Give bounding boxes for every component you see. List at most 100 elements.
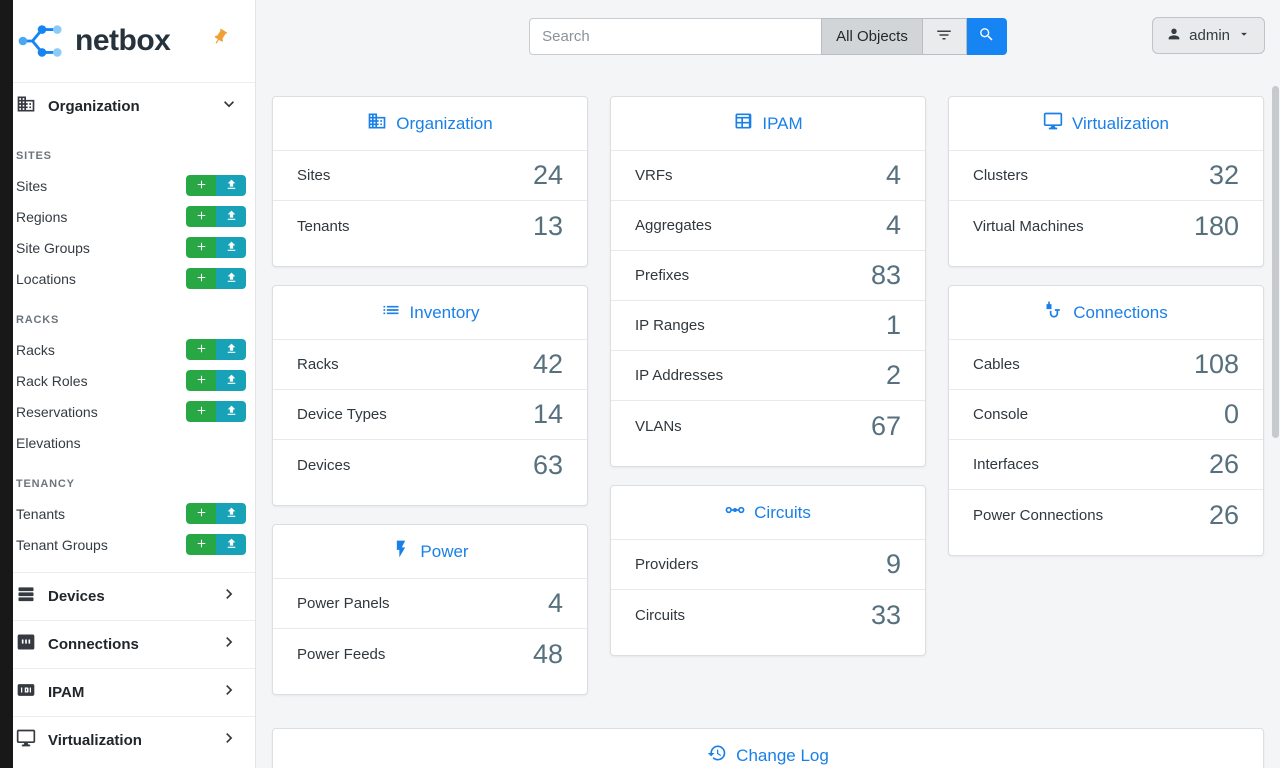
import-button[interactable] — [216, 206, 246, 227]
import-button[interactable] — [216, 370, 246, 391]
stat-row-clusters[interactable]: Clusters 32 — [949, 151, 1263, 201]
stat-row-ip-ranges[interactable]: IP Ranges 1 — [611, 301, 925, 351]
sidebar-item-site-groups[interactable]: Site Groups — [0, 232, 255, 263]
sidebar-item-tenant-groups[interactable]: Tenant Groups — [0, 529, 255, 560]
scrollbar-thumb[interactable] — [1272, 86, 1279, 438]
import-button[interactable] — [216, 401, 246, 422]
card-header[interactable]: Power — [273, 525, 587, 579]
card-header[interactable]: Change Log — [273, 729, 1263, 768]
filter-button[interactable] — [922, 17, 967, 55]
sidebar-item-label[interactable]: Tenant Groups — [16, 536, 108, 553]
stat-label: Circuits — [635, 606, 686, 624]
sidebar-section-devices[interactable]: Devices — [0, 572, 255, 620]
sidebar-item-label[interactable]: Sites — [16, 177, 48, 194]
stat-row-virtual-machines[interactable]: Virtual Machines 180 — [949, 201, 1263, 251]
sidebar-item-locations[interactable]: Locations — [0, 263, 255, 294]
import-button[interactable] — [216, 268, 246, 289]
item-button-group — [186, 503, 246, 524]
sidebar-group-heading: SITES — [16, 150, 52, 162]
stat-row-providers[interactable]: Providers 9 — [611, 540, 925, 590]
sidebar-section-organization[interactable]: Organization — [0, 82, 255, 130]
stat-row-power-feeds[interactable]: Power Feeds 48 — [273, 629, 587, 679]
stat-row-console[interactable]: Console 0 — [949, 390, 1263, 440]
sidebar-item-sites[interactable]: Sites — [0, 170, 255, 201]
card-header[interactable]: IPAM — [611, 97, 925, 151]
sidebar-item-label[interactable]: Site Groups — [16, 239, 90, 256]
sidebar-section-virtualization[interactable]: Virtualization — [0, 716, 255, 764]
chevron-right-icon — [219, 728, 239, 753]
import-button[interactable] — [216, 339, 246, 360]
card-title[interactable]: Change Log — [736, 745, 829, 765]
sidebar-item-label[interactable]: Rack Roles — [16, 372, 88, 389]
stat-row-tenants[interactable]: Tenants 13 — [273, 201, 587, 251]
search-input[interactable] — [529, 17, 822, 55]
sidebar-item-reservations[interactable]: Reservations — [0, 396, 255, 427]
stat-row-sites[interactable]: Sites 24 — [273, 151, 587, 201]
import-button[interactable] — [216, 503, 246, 524]
stat-row-power-connections[interactable]: Power Connections 26 — [949, 490, 1263, 540]
plus-icon — [195, 342, 208, 358]
add-button[interactable] — [186, 401, 216, 422]
sidebar-section-ipam[interactable]: IPAM — [0, 668, 255, 716]
stat-row-prefixes[interactable]: Prefixes 83 — [611, 251, 925, 301]
stat-row-ip-addresses[interactable]: IP Addresses 2 — [611, 351, 925, 401]
card-header[interactable]: Organization — [273, 97, 587, 151]
import-button[interactable] — [216, 175, 246, 196]
dashboard-content: Organization Sites 24 Tenants 13 Inventory Rac… — [256, 72, 1280, 768]
stat-row-aggregates[interactable]: Aggregates 4 — [611, 201, 925, 251]
card-title[interactable]: Inventory — [409, 302, 480, 322]
add-button[interactable] — [186, 206, 216, 227]
add-button[interactable] — [186, 534, 216, 555]
import-button[interactable] — [216, 534, 246, 555]
plus-icon — [195, 271, 208, 287]
card-header[interactable]: Connections — [949, 286, 1263, 340]
sidebar-item-racks[interactable]: Racks — [0, 334, 255, 365]
search-button[interactable] — [966, 17, 1007, 55]
sidebar-section-connections[interactable]: Connections — [0, 620, 255, 668]
stat-row-power-panels[interactable]: Power Panels 4 — [273, 579, 587, 629]
add-button[interactable] — [186, 339, 216, 360]
netbox-logo-icon[interactable] — [17, 20, 67, 62]
sidebar-group-heading: TENANCY — [16, 478, 75, 490]
sidebar-item-elevations[interactable]: Elevations — [0, 427, 255, 458]
sidebar-item-tenants[interactable]: Tenants — [0, 498, 255, 529]
stat-row-vrfs[interactable]: VRFs 4 — [611, 151, 925, 201]
card-header[interactable]: Virtualization — [949, 97, 1263, 151]
search-scope-button[interactable]: All Objects — [821, 17, 923, 55]
card-title[interactable]: Organization — [396, 113, 493, 133]
sidebar-item-label[interactable]: Tenants — [16, 505, 66, 522]
page-scrollbar[interactable] — [1271, 0, 1279, 768]
card-title[interactable]: Circuits — [754, 502, 811, 522]
sidebar-item-label[interactable]: Racks — [16, 341, 55, 358]
stat-row-interfaces[interactable]: Interfaces 26 — [949, 440, 1263, 490]
card-title[interactable]: Power — [420, 541, 469, 561]
plus-icon — [195, 404, 208, 420]
pin-icon[interactable] — [208, 25, 233, 50]
sidebar-item-regions[interactable]: Regions — [0, 201, 255, 232]
user-menu-button[interactable]: admin — [1152, 17, 1265, 54]
stat-row-devices[interactable]: Devices 63 — [273, 440, 587, 490]
netbox-logo-text[interactable]: netbox — [75, 24, 171, 57]
add-button[interactable] — [186, 268, 216, 289]
card-title[interactable]: Virtualization — [1071, 113, 1170, 133]
stat-row-circuits[interactable]: Circuits 33 — [611, 590, 925, 640]
add-button[interactable] — [186, 175, 216, 196]
sidebar-item-label[interactable]: Reservations — [16, 403, 98, 420]
stat-value: 4 — [885, 160, 901, 190]
card-title[interactable]: Connections — [1073, 302, 1168, 322]
add-button[interactable] — [186, 503, 216, 524]
stat-row-cables[interactable]: Cables 108 — [949, 340, 1263, 390]
stat-row-vlans[interactable]: VLANs 67 — [611, 401, 925, 451]
stat-row-device-types[interactable]: Device Types 14 — [273, 390, 587, 440]
sidebar-item-label[interactable]: Locations — [16, 270, 76, 287]
card-title[interactable]: IPAM — [762, 113, 803, 133]
import-button[interactable] — [216, 237, 246, 258]
sidebar-item-rack-roles[interactable]: Rack Roles — [0, 365, 255, 396]
add-button[interactable] — [186, 370, 216, 391]
add-button[interactable] — [186, 237, 216, 258]
card-header[interactable]: Circuits — [611, 486, 925, 540]
card-header[interactable]: Inventory — [273, 286, 587, 340]
sidebar-item-label[interactable]: Elevations — [16, 434, 81, 451]
sidebar-item-label[interactable]: Regions — [16, 208, 68, 225]
stat-row-racks[interactable]: Racks 42 — [273, 340, 587, 390]
